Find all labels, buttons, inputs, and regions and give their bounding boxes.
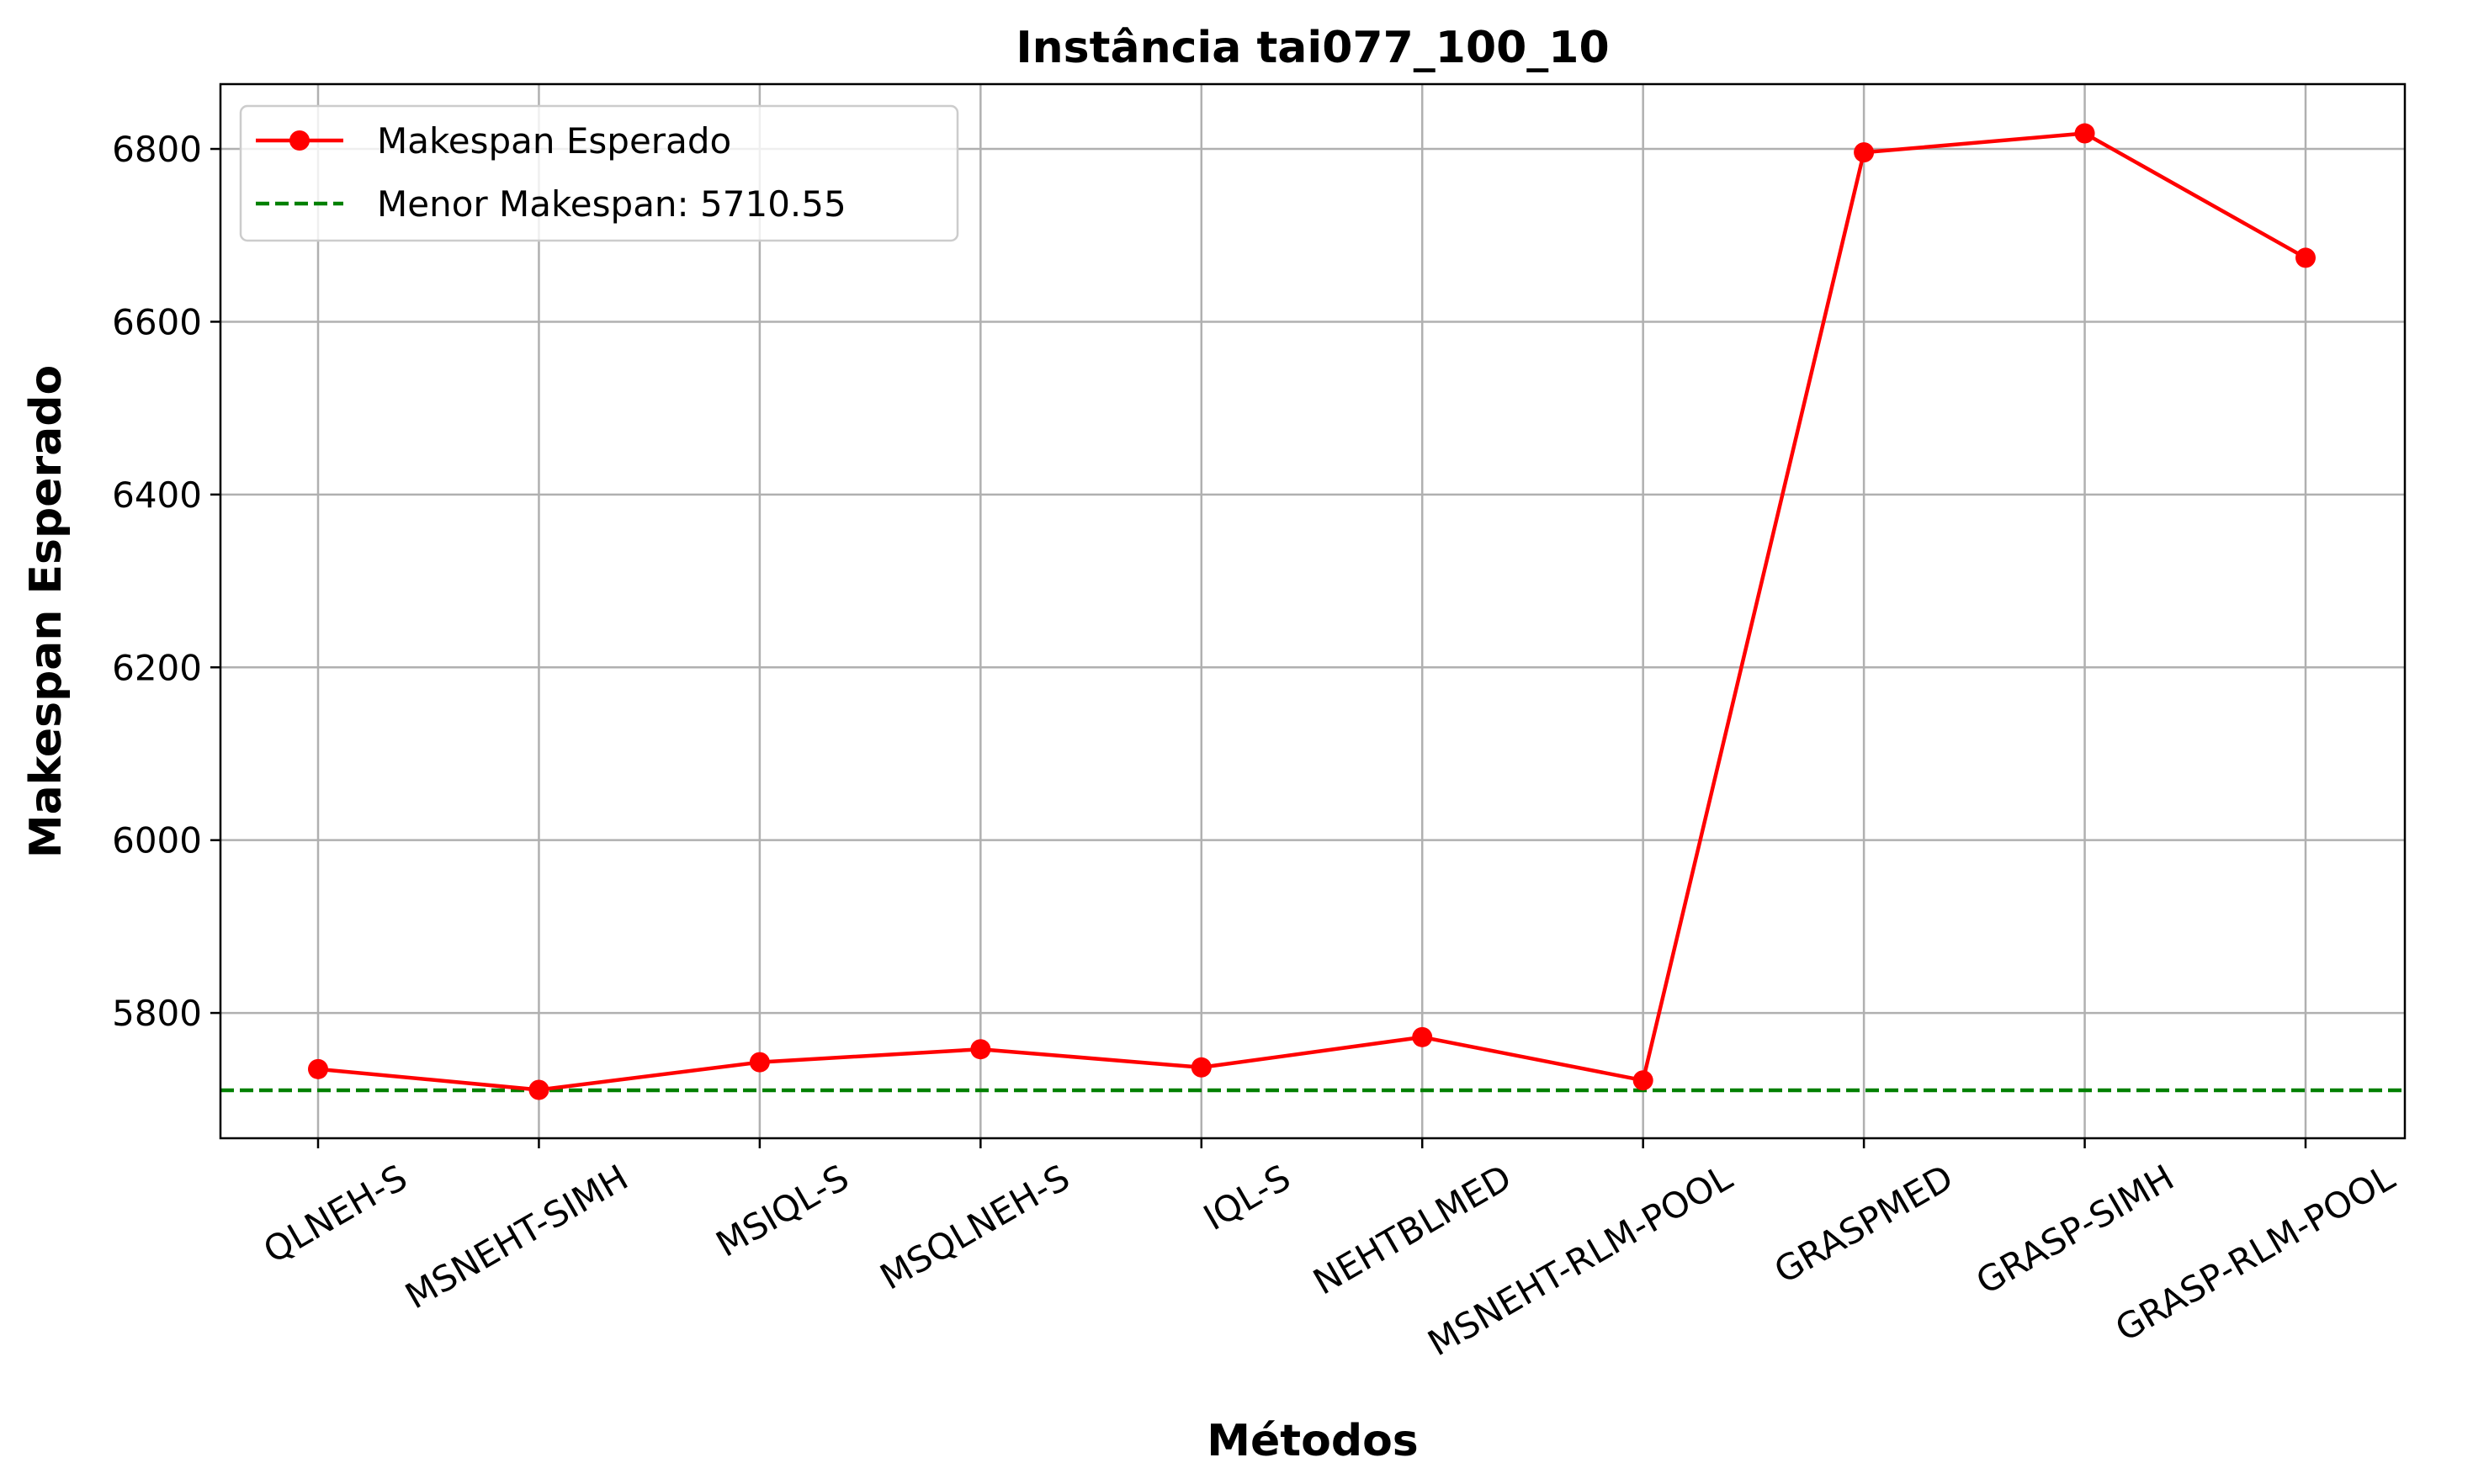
data-point [1854, 142, 1875, 163]
y-tick-label: 6000 [112, 820, 202, 861]
y-tick-label: 6600 [112, 301, 202, 342]
legend-series-marker [289, 130, 310, 151]
legend-box [239, 104, 959, 242]
x-axis-label: Métodos [1207, 1416, 1419, 1466]
chart-title: Instância tai077_100_10 [1016, 23, 1609, 73]
legend-reference-label: Menor Makespan: 5710.55 [377, 183, 846, 225]
series-group [308, 123, 2316, 1100]
data-point [970, 1039, 991, 1060]
data-point [528, 1079, 549, 1100]
data-point [1632, 1070, 1653, 1091]
data-point [1191, 1057, 1212, 1078]
y-tick-label: 6200 [112, 647, 202, 688]
legend: Makespan Esperado Menor Makespan: 5710.5… [239, 104, 959, 242]
data-point [1412, 1026, 1433, 1047]
y-tick-label: 5800 [112, 993, 202, 1034]
data-point [749, 1052, 770, 1073]
data-point [2074, 123, 2095, 144]
data-point [2295, 247, 2316, 268]
legend-series-label: Makespan Esperado [377, 120, 731, 162]
y-axis-label: Makespan Esperado [21, 365, 72, 858]
y-tick-label: 6400 [112, 474, 202, 516]
plot-frame [219, 82, 2407, 1140]
grid [220, 84, 2405, 1138]
y-axis-ticks: 5800 6000 6200 6400 6600 6800 [112, 129, 220, 1034]
series-line [317, 131, 2307, 1092]
data-point [308, 1058, 328, 1079]
y-tick-label: 6800 [112, 129, 202, 170]
